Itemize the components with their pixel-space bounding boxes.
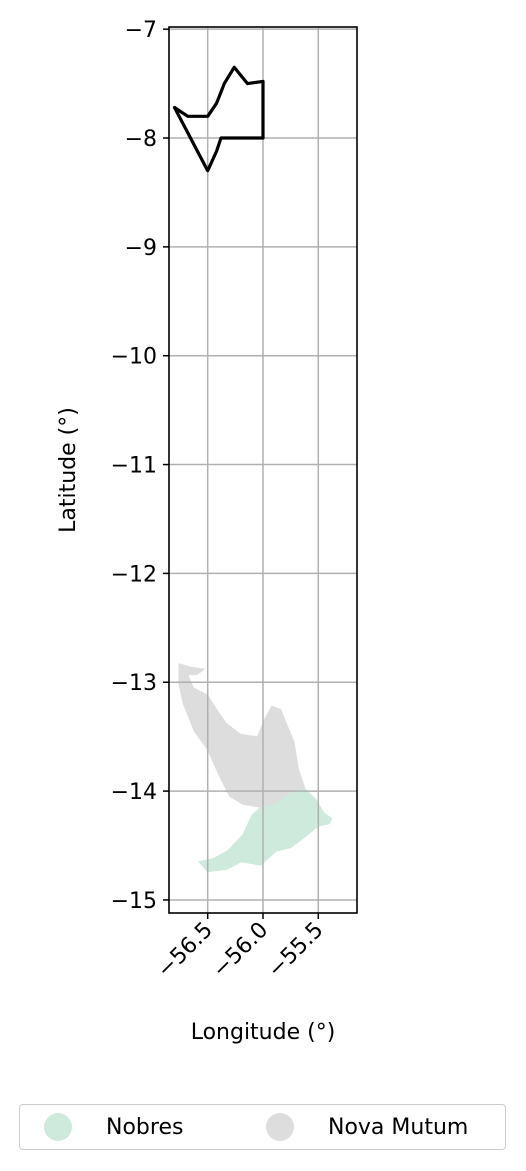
municipality-outline [172,65,265,173]
legend-marker-nobres [44,1113,72,1141]
legend-label-nova-mutum: Nova Mutum [328,1114,469,1140]
y-axis-label: Latitude (°) [56,407,81,533]
y-tick-label-5: −12 [111,562,157,587]
grid-layer [169,27,357,913]
legend-entry-nova-mutum: Nova Mutum [266,1105,468,1149]
legend-marker-nova-mutum [266,1113,294,1141]
x-tick-label-0: −56.5 [153,918,218,983]
y-tick-label-7: −14 [111,780,157,805]
y-tick-label-4: −11 [111,454,157,479]
region-nova-mutum [178,663,306,808]
legend-entry-nobres: Nobres [44,1105,183,1149]
regions-layer [178,663,333,873]
legend-label-nobres: Nobres [106,1114,184,1140]
y-tick-label-2: −9 [125,236,157,261]
ticks-layer: −7 −8 −9 −10 −11 −12 −13 −14 −15 −56.5−56.0−55.5 [111,18,329,983]
y-tick-label-1: −8 [125,127,157,152]
map-figure: −7−8−9−10−11−12−13−14−15−56.5−56.0−55.5 … [56,18,358,1045]
outline-layer [172,65,265,173]
y-tick-label-8: −15 [111,889,157,914]
x-tick-label-2: −55.5 [263,918,328,983]
y-tick-label-6: −13 [111,671,157,696]
x-tick-label-1: −56.0 [208,918,273,983]
x-axis-label: Longitude (°) [191,1020,336,1045]
region-nobres [197,788,333,873]
y-tick-label-0: −7 [125,18,157,43]
y-tick-label-3: −10 [111,345,157,370]
legend: Nobres Nova Mutum [19,1104,506,1150]
